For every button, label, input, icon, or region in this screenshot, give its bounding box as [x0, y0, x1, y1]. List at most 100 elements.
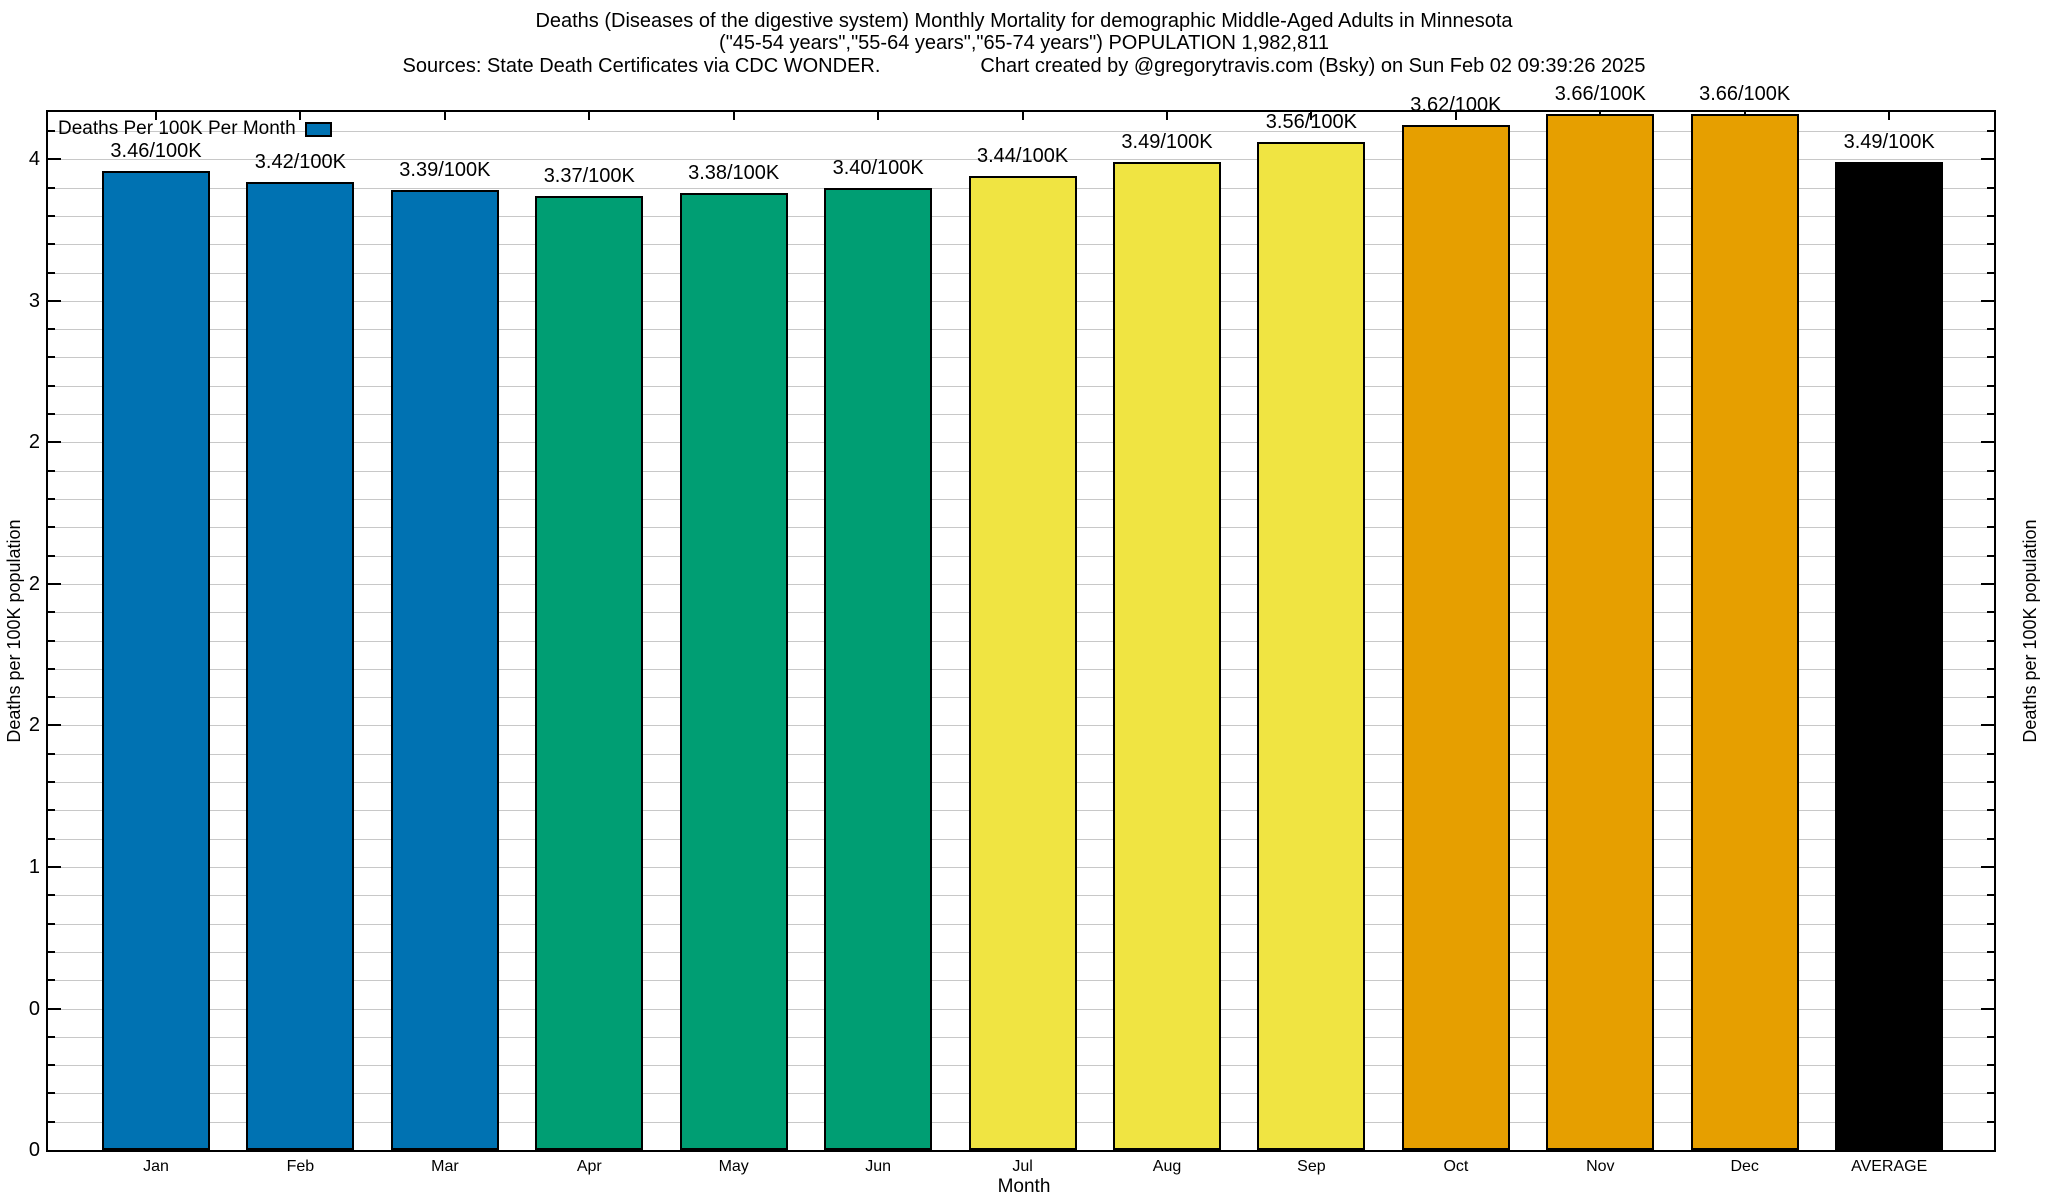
y-tick-left — [48, 186, 55, 189]
x-tick-top — [443, 112, 446, 120]
y-tick-right — [1987, 498, 1994, 500]
y-tick-left — [48, 1092, 55, 1095]
x-tick-top — [1021, 112, 1024, 120]
y-tick-left — [48, 158, 61, 161]
y-tick-label: 4 — [28, 148, 40, 171]
y-tick-left — [48, 865, 61, 868]
y-tick-right — [1987, 922, 1994, 925]
x-tick-label: Oct — [1443, 1158, 1469, 1175]
bar-jan — [102, 170, 210, 1150]
y-tick-right — [1987, 979, 1994, 982]
x-tick-label: Feb — [286, 1158, 315, 1175]
y-tick-right — [1987, 781, 1994, 783]
y-tick-left — [48, 526, 55, 529]
x-tick-label: Nov — [1586, 1158, 1615, 1175]
bar-value-label: 3.66/100K — [1699, 83, 1791, 105]
y-tick-right — [1987, 214, 1994, 217]
credit-text: Chart created by @gregorytravis.com (Bsk… — [980, 55, 1646, 77]
y-tick-left — [48, 922, 55, 925]
y-tick-left — [48, 130, 55, 132]
bar-average — [1835, 162, 1944, 1150]
y-tick-left — [48, 243, 55, 246]
bar-nov — [1546, 114, 1655, 1150]
gridline — [48, 131, 1994, 132]
y-tick-left — [48, 950, 55, 953]
y-tick-left — [48, 837, 55, 840]
x-tick-label: Dec — [1730, 1158, 1759, 1175]
chart-subtitle: ("45-54 years","55-64 years","65-74 year… — [719, 32, 1329, 54]
legend-swatch — [304, 121, 332, 137]
y-tick-right — [1987, 356, 1994, 359]
x-tick-top — [155, 112, 157, 120]
y-tick-label: 1 — [28, 855, 40, 878]
bar-value-label: 3.38/100K — [688, 162, 780, 185]
y-tick-left — [48, 979, 55, 982]
y-tick-label: 3 — [28, 289, 40, 312]
x-axis-title: Month — [997, 1176, 1051, 1197]
y-tick-right — [1987, 1120, 1994, 1123]
y-tick-left — [48, 1064, 55, 1067]
y-tick-right — [1987, 752, 1994, 755]
y-tick-right — [1987, 1064, 1994, 1067]
x-tick-top — [1310, 112, 1313, 120]
y-tick-left — [48, 498, 55, 500]
y-tick-right — [1981, 724, 1994, 727]
bar-value-label: 3.39/100K — [399, 159, 491, 182]
bar-apr — [535, 196, 644, 1150]
bar-oct — [1401, 125, 1510, 1150]
y-tick-right — [1987, 469, 1994, 472]
bar-may — [679, 193, 788, 1150]
y-tick-right — [1981, 441, 1994, 444]
y-tick-left — [48, 696, 55, 699]
y-tick-right — [1987, 611, 1994, 614]
y-tick-left — [48, 356, 55, 359]
y-tick-left — [48, 271, 55, 274]
y-tick-right — [1987, 413, 1994, 415]
y-tick-left — [48, 469, 55, 472]
y-tick-label: 0 — [28, 997, 40, 1020]
bar-jun — [824, 187, 933, 1150]
y-tick-label: 2 — [28, 431, 40, 454]
y-tick-left — [48, 1007, 61, 1010]
y-tick-right — [1987, 950, 1994, 953]
y-tick-right — [1981, 582, 1994, 585]
y-tick-left — [48, 413, 55, 415]
y-tick-left — [48, 781, 55, 783]
y-tick-right — [1981, 158, 1994, 161]
bar-value-label: 3.37/100K — [543, 165, 635, 188]
y-tick-left — [48, 582, 61, 585]
y-tick-right — [1987, 130, 1994, 132]
bar-value-label: 3.56/100K — [1265, 111, 1357, 134]
sources-text: Sources: State Death Certificates via CD… — [402, 55, 881, 77]
y-tick-left — [48, 1120, 55, 1123]
y-tick-right — [1987, 186, 1994, 189]
y-tick-right — [1981, 299, 1994, 302]
y-tick-left — [48, 724, 61, 727]
y-tick-right — [1987, 526, 1994, 529]
x-tick-label: May — [718, 1158, 749, 1175]
legend: Deaths Per 100K Per Month — [58, 117, 332, 141]
gridline — [48, 159, 1994, 161]
bar-value-label: 3.44/100K — [976, 145, 1069, 168]
y-tick-right — [1987, 639, 1994, 642]
x-tick-top — [1888, 112, 1891, 120]
x-tick-label: Apr — [576, 1158, 602, 1175]
y-tick-right — [1981, 1007, 1994, 1010]
x-tick-top — [732, 112, 735, 120]
bar-value-label: 3.46/100K — [110, 139, 202, 162]
x-tick-top — [1166, 112, 1168, 120]
x-tick-top — [877, 112, 880, 120]
y-tick-right — [1987, 837, 1994, 840]
x-tick-label: Jan — [143, 1158, 169, 1175]
x-tick-top — [588, 112, 591, 120]
y-tick-label: 2 — [28, 714, 40, 737]
y-tick-right — [1987, 667, 1994, 670]
y-tick-left — [48, 328, 55, 331]
bar-jul — [968, 176, 1077, 1150]
plot-area — [46, 110, 1996, 1152]
y-tick-right — [1987, 809, 1994, 812]
y-tick-right — [1987, 1035, 1994, 1038]
bar-value-label: 3.66/100K — [1554, 83, 1646, 105]
bar-value-label: 3.49/100K — [1843, 131, 1935, 154]
